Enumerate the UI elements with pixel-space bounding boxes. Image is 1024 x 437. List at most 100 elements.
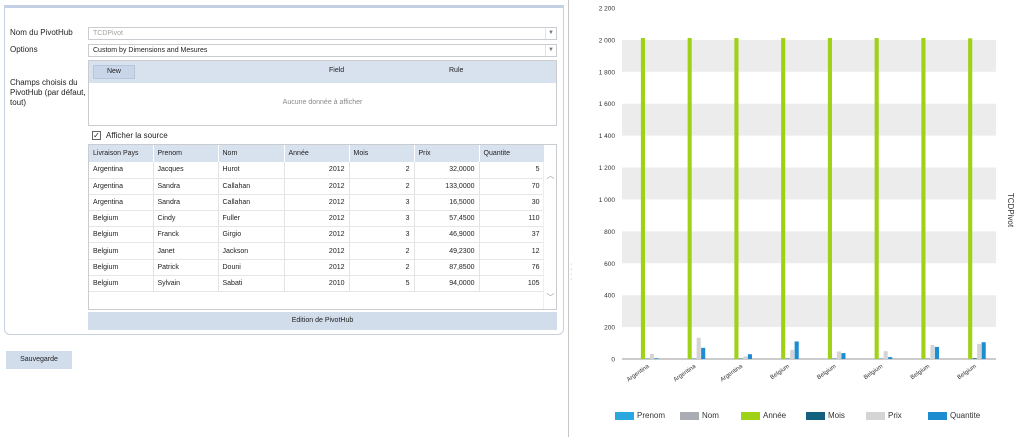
column-header[interactable]: Prenom [153,145,219,162]
options-select[interactable]: Custom by Dimensions and Mesures ▼ [88,44,557,57]
name-input[interactable]: TCDPivot ▼ [88,27,557,40]
y-tick-label: 1 000 [599,197,616,204]
x-tick-label: Argentina [626,363,651,383]
source-table-header: Livraison Pays Prenom Nom Année Mois Prix Quan… [89,145,545,162]
table-cell: 110 [479,210,545,228]
chart-bar [883,351,888,359]
chart-legend: Prenom Nom Année Mois Prix Quantite [615,410,1015,424]
grid-scrollbar[interactable]: ︿ ﹀ [543,162,556,309]
table-cell: 12 [479,242,545,260]
legend-swatch [741,412,760,420]
edit-pivothub-button[interactable]: Edition de PivotHub [88,312,557,330]
chart-bar [743,356,748,359]
table-cell: Jackson [218,242,285,260]
y-tick-label: 200 [604,325,615,332]
x-tick-label: Belgium [957,364,978,381]
source-grid: Livraison Pays Prenom Nom Année Mois Prix Quan… [88,144,557,310]
pivot-chart: 0 200 400 600 800 1 000 1 200 1 400 1 600 1 800 2 … [599,6,1015,384]
table-row[interactable]: Belgium Patrick Douni 2012 2 87,8500 76 [89,259,545,276]
table-cell: 2 [349,242,415,260]
table-cell: 46,9000 [414,226,480,244]
grid-band [622,39,996,72]
legend-label: Année [763,411,787,420]
new-field-button[interactable]: New [93,65,135,79]
chart-bar [781,37,786,360]
chart-bar [836,351,841,359]
table-cell: 2012 [284,242,350,260]
chart-title: TCDPivot [1006,193,1015,228]
table-row[interactable]: Argentina Sandra Callahan 2012 2 133,0000 70 [89,178,545,195]
table-cell: Girgio [218,226,285,244]
chart-bar [888,357,893,359]
chart-bar [649,353,654,359]
scroll-down-icon[interactable]: ﹀ [546,293,555,302]
table-cell: Sabati [218,275,285,293]
chart-bar [981,342,986,359]
grid-band [622,231,996,264]
chart-bar [934,346,939,359]
chart-bar [734,37,739,360]
column-header[interactable]: Prix [414,145,480,162]
column-header[interactable]: Mois [349,145,415,162]
column-header[interactable]: Livraison Pays [89,145,154,162]
panel-splitter[interactable]: · · · · [568,0,574,437]
chevron-down-icon[interactable]: ▼ [545,45,556,56]
grid-band [622,295,996,328]
y-tick-label: 800 [604,229,615,236]
table-cell: Janet [153,242,219,260]
table-cell: Cindy [153,210,219,228]
table-cell: 30 [479,194,545,212]
table-cell: Callahan [218,178,285,195]
table-cell: 3 [349,226,415,244]
chart-bar [921,37,926,360]
name-label: Nom du PivotHub [10,28,73,37]
name-value: TCDPivot [93,30,123,37]
chart-bar [790,349,795,359]
table-cell: Callahan [218,194,285,212]
x-tick-label: Belgium [816,364,837,381]
chart-bar [687,37,692,360]
splitter-grip-icon[interactable]: · · · · [570,261,573,283]
table-cell: Douni [218,259,285,276]
chart-bar [747,354,752,359]
column-header[interactable]: Quantite [479,145,545,162]
show-source-label: Afficher la source [106,131,168,140]
legend-label: Quantite [950,411,981,420]
legend-label: Prenom [637,411,666,420]
column-header[interactable]: Année [284,145,350,162]
legend-label: Prix [888,411,902,420]
chart-bar [654,358,659,359]
table-row[interactable]: Belgium Cindy Fuller 2012 3 57,4500 110 [89,210,545,228]
table-cell: 2012 [284,210,350,228]
options-label: Options [10,45,38,54]
show-source-checkbox[interactable]: ✓ [92,131,101,140]
table-cell: 105 [479,275,545,293]
options-value: Custom by Dimensions and Mesures [93,47,208,54]
table-row[interactable]: Belgium Sylvain Sabati 2010 5 94,0000 105 [89,275,545,293]
table-cell: 5 [349,275,415,293]
legend-swatch [806,412,825,420]
legend-swatch [615,412,634,420]
table-cell: Hurot [218,162,285,179]
table-row[interactable]: Argentina Jacques Hurot 2012 2 32,0000 5 [89,162,545,179]
chevron-down-icon[interactable]: ▼ [545,28,556,39]
fields-grid: New Field Rule Aucune donnée à afficher [88,60,557,126]
legend-label: Mois [828,411,845,420]
table-cell: 133,0000 [414,178,480,195]
chart-bar [794,341,799,359]
x-tick-label: Argentina [720,363,745,383]
scroll-up-icon[interactable]: ︿ [546,171,555,180]
grid-band [622,103,996,136]
table-row[interactable]: Argentina Sandra Callahan 2012 3 16,5000 30 [89,194,545,212]
table-cell: 3 [349,210,415,228]
column-header[interactable]: Nom [218,145,285,162]
table-cell: 2 [349,162,415,179]
table-cell: Sylvain [153,275,219,293]
chart-bar [968,38,973,360]
table-row[interactable]: Belgium Franck Girgio 2012 3 46,9000 37 [89,226,545,244]
table-cell: Argentina [89,162,154,179]
table-cell: 2012 [284,226,350,244]
chart-bar [696,337,701,359]
table-row[interactable]: Belgium Janet Jackson 2012 2 49,2300 12 [89,242,545,260]
save-button[interactable]: Sauvegarde [6,351,72,369]
